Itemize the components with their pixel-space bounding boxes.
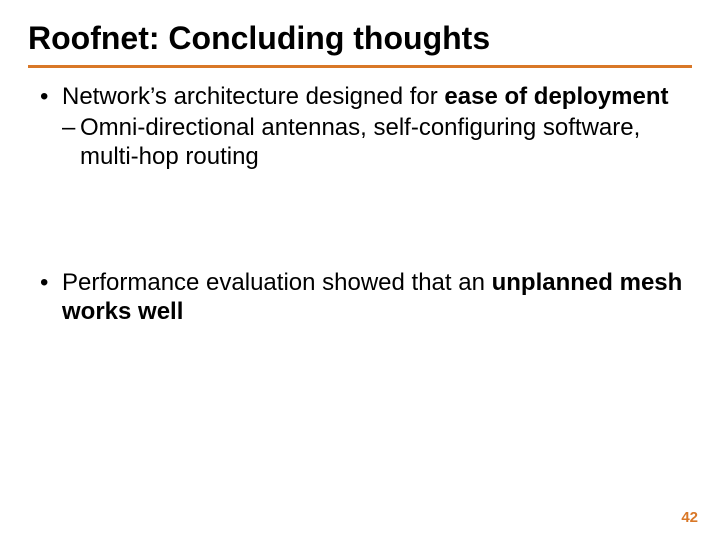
sub-bullet-item: Omni-directional antennas, self-configur… (62, 113, 692, 172)
bullet-pre: Network’s architecture designed for (62, 83, 444, 110)
slide-title: Roofnet: Concluding thoughts (28, 20, 692, 68)
bullet-pre: Performance evaluation showed that an (62, 269, 492, 296)
bullet-list: Network’s architecture designed for ease… (28, 82, 692, 326)
bullet-item: Performance evaluation showed that an un… (34, 268, 692, 327)
bullet-gap (34, 172, 692, 268)
slide-body: Network’s architecture designed for ease… (28, 82, 692, 326)
bullet-text: Network’s architecture designed for ease… (62, 83, 668, 110)
bullet-bold: ease of deployment (444, 83, 668, 110)
page-number: 42 (681, 509, 698, 526)
sub-bullet-list: Omni-directional antennas, self-configur… (62, 113, 692, 172)
bullet-text: Performance evaluation showed that an un… (62, 269, 682, 325)
bullet-item: Network’s architecture designed for ease… (34, 82, 692, 172)
slide: Roofnet: Concluding thoughts Network’s a… (0, 0, 720, 540)
sub-bullet-text: Omni-directional antennas, self-configur… (80, 114, 640, 170)
